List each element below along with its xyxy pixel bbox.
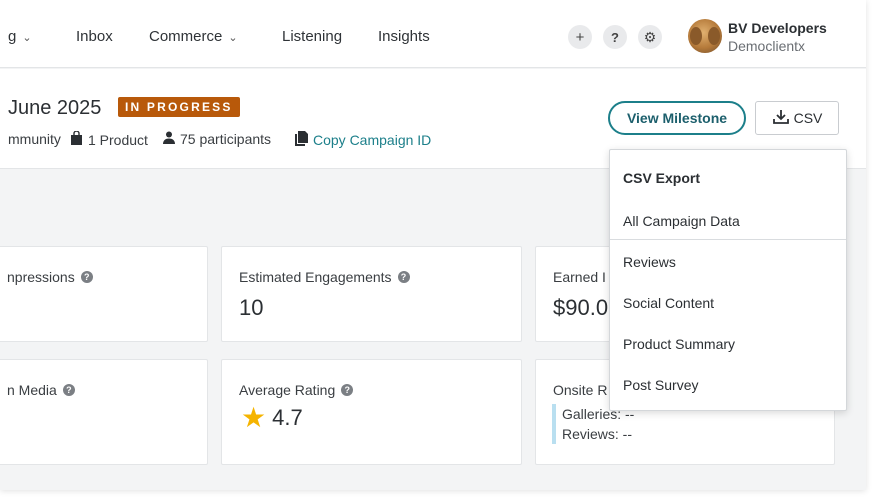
top-navigation: g ⌄ Inbox Commerce ⌄ Listening Insights …	[0, 0, 866, 68]
chevron-down-icon: ⌄	[22, 32, 32, 44]
status-badge: IN PROGRESS	[118, 97, 240, 117]
participant-count: 75 participants	[163, 131, 271, 147]
info-icon[interactable]: ?	[62, 384, 75, 396]
add-button[interactable]: +	[568, 25, 592, 49]
card-label-text: Average Rating	[239, 382, 336, 398]
plus-icon: +	[575, 28, 585, 46]
copy-icon	[295, 131, 308, 149]
menu-item-post-survey[interactable]: Post Survey	[623, 377, 699, 393]
nav-item-label: Listening	[282, 28, 343, 45]
card-value: $90.0	[553, 295, 609, 320]
campaign-header: June 2025 IN PROGRESS mmunity 1 Product …	[0, 69, 866, 169]
help-button[interactable]: ?	[603, 25, 627, 49]
card-label-text: Estimated Engagements	[239, 269, 392, 285]
csv-button-label: CSV	[793, 110, 823, 126]
download-icon	[772, 109, 790, 128]
info-icon[interactable]: ?	[397, 271, 410, 283]
dropdown-divider	[610, 239, 846, 240]
user-org: Democlientx	[728, 38, 806, 54]
card-label: n Media ?	[7, 382, 75, 398]
community-label: mmunity	[8, 131, 61, 147]
csv-button[interactable]: CSV	[755, 101, 839, 135]
avatar-dog-ear	[708, 27, 720, 45]
menu-item-reviews[interactable]: Reviews	[623, 254, 676, 270]
metric-card-media: n Media ?	[0, 359, 208, 465]
nav-item-label: Inbox	[76, 28, 113, 45]
card-value: 10	[239, 295, 264, 320]
copy-campaign-id-link[interactable]: Copy Campaign ID	[295, 131, 431, 149]
view-milestone-button[interactable]: View Milestone	[608, 101, 746, 135]
person-icon	[163, 131, 175, 147]
avatar[interactable]	[688, 19, 722, 53]
reviews-count: Reviews: --	[562, 426, 633, 442]
nav-item-truncated[interactable]: g ⌄	[8, 28, 32, 45]
card-label-text: npressions	[7, 269, 75, 285]
help-icon: ?	[611, 29, 619, 45]
card-label-text: n Media	[7, 382, 57, 398]
metric-card-average-rating: Average Rating ? ★ 4.7	[221, 359, 522, 465]
rating-value: ★ 4.7	[241, 404, 303, 432]
card-label: Earned I	[553, 269, 606, 285]
nav-item-inbox[interactable]: Inbox	[76, 28, 113, 45]
info-icon[interactable]: ?	[80, 271, 93, 283]
nav-item-commerce[interactable]: Commerce ⌄	[149, 28, 238, 45]
card-label: Estimated Engagements ?	[239, 269, 410, 285]
nav-item-label: g	[8, 28, 17, 45]
metric-card-engagements: Estimated Engagements ? 10	[221, 246, 522, 342]
rating-value-text: 4.7	[272, 405, 303, 430]
star-icon: ★	[241, 402, 267, 433]
nav-item-insights[interactable]: Insights	[378, 28, 430, 45]
gear-icon: ⚙	[643, 28, 657, 45]
menu-item-social-content[interactable]: Social Content	[623, 295, 715, 311]
csv-export-dropdown: CSV Export All Campaign Data Reviews Soc…	[609, 149, 847, 411]
menu-item-product-summary[interactable]: Product Summary	[623, 336, 736, 352]
product-count-text: 1 Product	[88, 132, 148, 148]
menu-item-all-campaign-data[interactable]: All Campaign Data	[623, 213, 740, 229]
metric-card-impressions: npressions ?	[0, 246, 208, 342]
page-title: June 2025	[8, 97, 102, 119]
settings-button[interactable]: ⚙	[638, 25, 662, 49]
app-window: g ⌄ Inbox Commerce ⌄ Listening Insights …	[0, 0, 866, 490]
nav-item-listening[interactable]: Listening	[282, 28, 342, 45]
chevron-down-icon: ⌄	[228, 32, 238, 44]
info-icon[interactable]: ?	[341, 384, 354, 396]
card-label: Onsite R	[553, 382, 607, 398]
community-text: mmunity	[8, 131, 61, 147]
card-label: Average Rating ?	[239, 382, 354, 398]
shopping-bag-icon	[70, 130, 83, 149]
card-label: npressions ?	[7, 269, 93, 285]
card-label-text: Earned I	[553, 269, 606, 285]
product-count: 1 Product	[70, 130, 148, 149]
avatar-dog-ear	[690, 27, 702, 45]
dropdown-header: CSV Export	[623, 170, 701, 186]
participant-count-text: 75 participants	[180, 131, 272, 147]
user-name[interactable]: BV Developers	[728, 20, 827, 36]
card-label-text: Onsite R	[553, 382, 608, 398]
copy-campaign-id-text: Copy Campaign ID	[313, 132, 432, 148]
nav-item-label: Insights	[378, 28, 430, 45]
onsite-breakdown: Galleries: -- Reviews: --	[552, 404, 634, 444]
nav-item-label: Commerce	[149, 28, 223, 45]
